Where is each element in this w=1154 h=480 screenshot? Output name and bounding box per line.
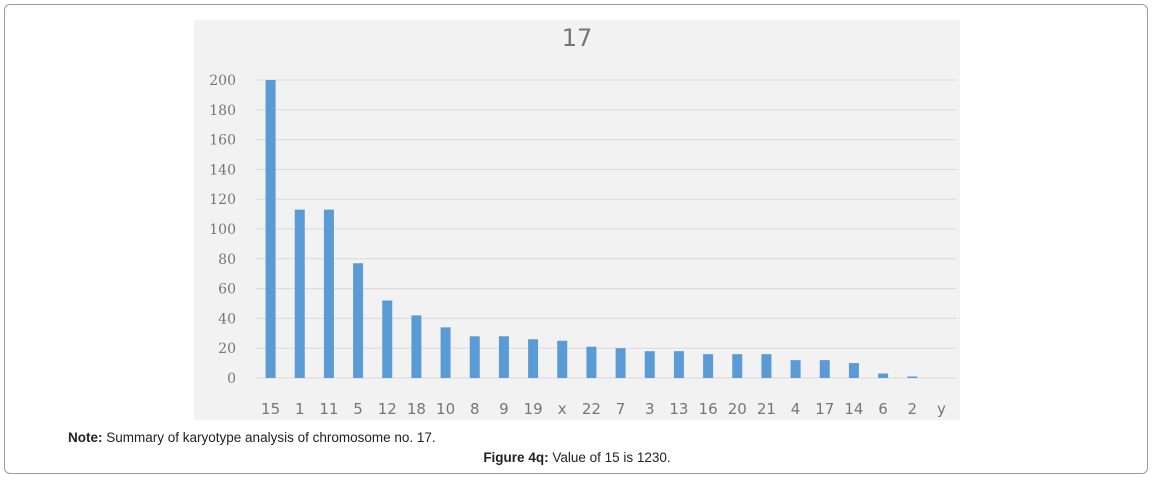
bar-17 bbox=[819, 360, 830, 378]
bar-6 bbox=[878, 373, 889, 378]
y-tick-label: 120 bbox=[209, 192, 236, 208]
x-tick-label: 21 bbox=[757, 400, 776, 418]
x-tick-label: 18 bbox=[407, 400, 426, 418]
bar-2 bbox=[907, 376, 918, 378]
y-tick-label: 80 bbox=[218, 252, 236, 268]
bar-3 bbox=[644, 351, 655, 378]
x-tick-label: 2 bbox=[907, 400, 917, 418]
x-tick-label: 11 bbox=[319, 400, 338, 418]
y-tick-label: 20 bbox=[218, 341, 236, 357]
x-tick-label: 12 bbox=[378, 400, 397, 418]
bar-4 bbox=[790, 360, 801, 378]
x-tick-label: 1 bbox=[295, 400, 305, 418]
x-tick-label: 7 bbox=[616, 400, 626, 418]
x-tick-label: 3 bbox=[645, 400, 655, 418]
x-tick-label: 16 bbox=[699, 400, 718, 418]
x-tick-label: 14 bbox=[844, 400, 863, 418]
y-tick-label: 200 bbox=[209, 73, 236, 89]
y-tick-label: 160 bbox=[209, 133, 236, 149]
y-tick-label: 100 bbox=[209, 222, 236, 238]
bar-19 bbox=[528, 339, 539, 378]
bar-9 bbox=[498, 336, 509, 378]
bar-13 bbox=[673, 351, 684, 378]
x-tick-label: y bbox=[937, 400, 946, 418]
y-tick-label: 40 bbox=[218, 311, 236, 327]
bar-22 bbox=[586, 346, 597, 378]
caption-label: Figure 4q: bbox=[483, 450, 549, 465]
x-tick-label: 13 bbox=[669, 400, 688, 418]
note-body: Summary of karyotype analysis of chromos… bbox=[102, 430, 436, 445]
x-tick-label: 4 bbox=[791, 400, 801, 418]
x-tick-label: 9 bbox=[499, 400, 509, 418]
chart-title: 17 bbox=[561, 24, 593, 52]
note-label: Note: bbox=[68, 430, 103, 445]
bar-8 bbox=[469, 336, 480, 378]
x-tick-label: x bbox=[558, 400, 567, 418]
x-tick-label: 6 bbox=[878, 400, 888, 418]
x-tick-label: 17 bbox=[815, 400, 834, 418]
bar-15 bbox=[265, 80, 276, 378]
figure-caption: Figure 4q: Value of 15 is 1230. bbox=[0, 450, 1154, 465]
x-tick-label: 10 bbox=[436, 400, 455, 418]
chart-area: 17 0 20 40 60 80 100 120 140 160 180 200 15 1 11 5 12 18… bbox=[194, 20, 960, 420]
y-tick-label: 60 bbox=[218, 282, 236, 298]
bar-x bbox=[557, 340, 568, 378]
x-tick-label: 8 bbox=[470, 400, 480, 418]
caption-body: Value of 15 is 1230. bbox=[548, 450, 671, 465]
bar-12 bbox=[382, 300, 393, 378]
bar-5 bbox=[353, 263, 364, 378]
y-tick-label: 140 bbox=[209, 162, 236, 178]
bar-20 bbox=[732, 354, 743, 378]
y-tick-label: 180 bbox=[209, 103, 236, 119]
bar-10 bbox=[440, 327, 451, 378]
x-tick-label: 22 bbox=[582, 400, 601, 418]
x-tick-label: 15 bbox=[261, 400, 280, 418]
x-tick-label: 5 bbox=[353, 400, 363, 418]
note-text: Note: Summary of karyotype analysis of c… bbox=[68, 430, 436, 445]
y-tick-label: 0 bbox=[227, 371, 236, 387]
bar-14 bbox=[848, 363, 859, 378]
x-tick-label: 20 bbox=[728, 400, 747, 418]
x-tick-label: 19 bbox=[524, 400, 543, 418]
bar-11 bbox=[323, 209, 334, 378]
bar-16 bbox=[703, 354, 714, 378]
bar-1 bbox=[294, 209, 305, 378]
bar-18 bbox=[411, 315, 422, 378]
bar-7 bbox=[615, 348, 626, 378]
bar-21 bbox=[761, 354, 772, 378]
